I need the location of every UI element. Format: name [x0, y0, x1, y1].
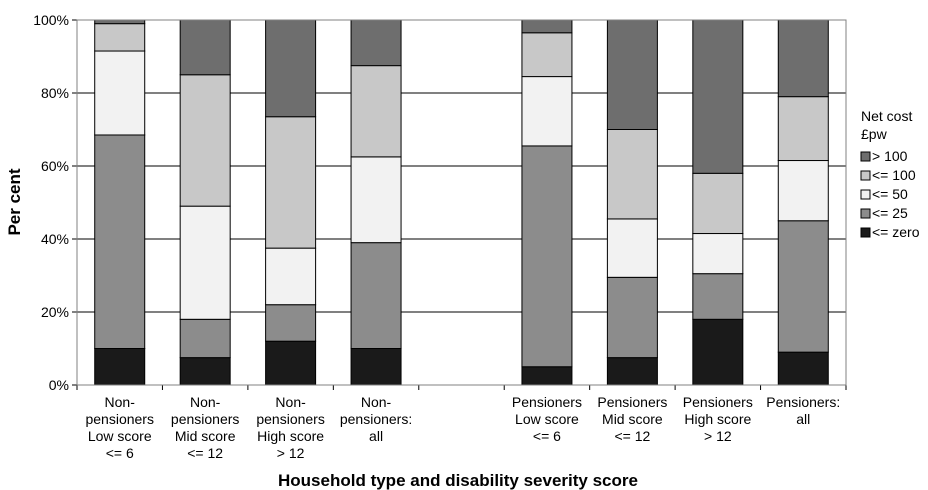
- bar-segment: [179, 19, 231, 76]
- bar-segment: [521, 76, 573, 147]
- y-tick-label: 40%: [41, 231, 69, 247]
- bar-segment: [606, 276, 658, 359]
- bar-segment: [777, 160, 829, 222]
- x-category-label: Pensioners High score > 12: [683, 394, 753, 444]
- bar-segment: [692, 233, 744, 275]
- x-category-label: Non-pensioners: all: [340, 394, 412, 444]
- bar-segment: [521, 19, 573, 34]
- bar-segment: [606, 19, 658, 130]
- legend-swatch: [860, 208, 871, 219]
- bar-segment: [94, 50, 146, 136]
- bar-segment: [179, 205, 231, 320]
- legend-label: <= zero: [872, 224, 920, 240]
- bar-segment: [94, 134, 146, 349]
- y-tick-label: 80%: [41, 85, 69, 101]
- bar-segment: [350, 19, 402, 67]
- x-category-label: Pensioners: all: [766, 394, 840, 427]
- bar-segment: [606, 218, 658, 278]
- legend-label: <= 25: [872, 205, 908, 221]
- y-tick-label: 60%: [41, 158, 69, 174]
- bar-segment: [350, 156, 402, 244]
- y-axis-ticks: 0% 20% 40% 60% 80% 100%: [33, 12, 77, 393]
- x-category-label: Pensioners Low score <= 6: [512, 394, 582, 444]
- bar-segment: [606, 129, 658, 220]
- plot-area-frame: [76, 19, 847, 386]
- bar-segment: [265, 340, 317, 386]
- bars: [94, 19, 829, 386]
- legend-title: Net cost £pw: [861, 108, 912, 142]
- bar-segment: [777, 19, 829, 98]
- bar-segment: [179, 318, 231, 359]
- bar-segment: [777, 220, 829, 353]
- legend-label: <= 100: [872, 167, 916, 183]
- bar-segment: [692, 273, 744, 320]
- bar-segment: [777, 351, 829, 386]
- y-tick-label: 0%: [49, 377, 69, 393]
- legend-swatch: [860, 151, 871, 162]
- y-tick-label: 100%: [33, 12, 69, 28]
- bar-segment: [692, 318, 744, 386]
- bar-segment: [265, 304, 317, 342]
- legend-swatch: [860, 189, 871, 200]
- bar-segment: [350, 348, 402, 386]
- x-axis-categories: Non-pensioners Low score <= 6 Non-pensioner…: [76, 384, 847, 461]
- bar-segment: [521, 145, 573, 368]
- x-category-label: Non-pensioners Mid score <= 12: [171, 394, 240, 461]
- bar-segment: [692, 172, 744, 235]
- y-tick-label: 20%: [41, 304, 69, 320]
- bar-segment: [606, 357, 658, 386]
- bar-segment: [692, 19, 744, 174]
- bar-segment: [265, 116, 317, 249]
- x-axis-title: Household type and disability severity s…: [278, 471, 638, 490]
- bar-segment: [521, 366, 573, 386]
- legend-swatch: [860, 227, 871, 238]
- bar-segment: [350, 242, 402, 349]
- bar-segment: [350, 65, 402, 158]
- bar-segment: [94, 348, 146, 386]
- bar-segment: [521, 32, 573, 78]
- bar-segment: [94, 23, 146, 52]
- legend: Net cost £pw > 100 <= 100 <= 50 <= 25 <= zero: [860, 108, 920, 240]
- bar-segment: [179, 357, 231, 386]
- bar-segment: [777, 96, 829, 162]
- x-category-label: Non-pensioners High score > 12: [256, 394, 325, 461]
- legend-label: <= 50: [872, 186, 908, 202]
- y-axis-title: Per cent: [5, 168, 24, 235]
- legend-label: > 100: [872, 148, 908, 164]
- bar-segment: [265, 19, 317, 118]
- legend-swatch: [860, 170, 871, 181]
- x-category-label: Pensioners Mid score <= 12: [597, 394, 667, 444]
- bar-segment: [179, 74, 231, 207]
- bar-segment: [94, 19, 146, 25]
- bar-segment: [265, 247, 317, 306]
- x-category-label: Non-pensioners Low score <= 6: [85, 394, 154, 461]
